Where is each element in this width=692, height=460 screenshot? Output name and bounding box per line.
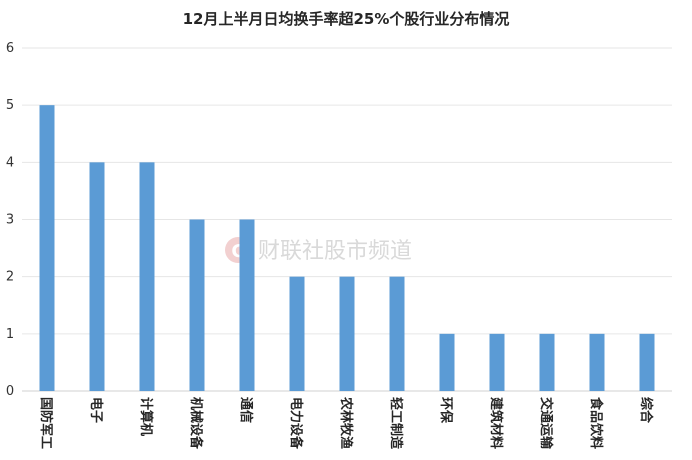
x-tick-label: 机械设备 bbox=[188, 397, 204, 450]
bar bbox=[589, 333, 605, 391]
y-tick-label: 5 bbox=[6, 98, 14, 113]
axes: 0 1 2 3 4 5 6 国防军工 电子 计算机 机械设备 通信 电力设备 农林牧渔 轻工制造 环保 建筑材料… bbox=[6, 41, 654, 450]
y-tick-label: 2 bbox=[6, 270, 14, 285]
x-tick-label: 农林牧渔 bbox=[338, 396, 354, 449]
bar bbox=[539, 333, 555, 391]
y-tick-label: 4 bbox=[6, 155, 14, 170]
bar bbox=[289, 276, 305, 391]
y-tick-label: 1 bbox=[6, 327, 14, 342]
bar bbox=[239, 219, 255, 391]
bar bbox=[339, 276, 355, 391]
x-tick-label: 环保 bbox=[438, 397, 454, 424]
y-tick-label: 6 bbox=[6, 41, 14, 56]
x-tick-label: 电子 bbox=[88, 397, 104, 423]
y-tick-label: 3 bbox=[6, 213, 14, 228]
y-tick-label: 0 bbox=[6, 384, 14, 399]
x-tick-label: 国防军工 bbox=[38, 397, 54, 449]
bar bbox=[439, 333, 455, 391]
x-tick-label: 食品饮料 bbox=[588, 397, 604, 449]
x-tick-label: 综合 bbox=[638, 397, 654, 424]
bar bbox=[139, 162, 155, 391]
bar bbox=[89, 162, 105, 391]
x-tick-label: 电力设备 bbox=[288, 397, 304, 450]
x-tick-label: 建筑材料 bbox=[488, 397, 504, 449]
x-tick-label: 轻工制造 bbox=[388, 397, 404, 450]
x-tick-label: 交通运输 bbox=[538, 397, 554, 450]
watermark-text: 财联社股市频道 bbox=[258, 239, 412, 264]
bars bbox=[39, 105, 655, 392]
bar bbox=[189, 219, 205, 391]
chart-title: 12月上半月日均换手率超25%个股行业分布情况 bbox=[182, 10, 510, 28]
bar bbox=[639, 333, 655, 391]
bar bbox=[389, 276, 405, 391]
bar bbox=[489, 333, 505, 391]
x-tick-label: 计算机 bbox=[138, 397, 154, 436]
bar bbox=[39, 105, 55, 392]
x-tick-label: 通信 bbox=[238, 397, 254, 423]
